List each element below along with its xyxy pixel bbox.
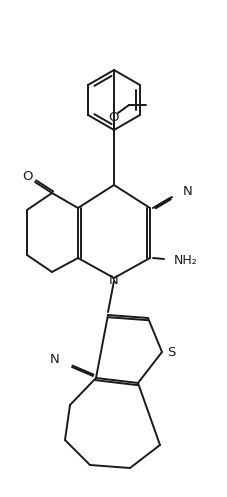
Text: N: N [109,273,118,286]
Text: N: N [50,352,60,365]
Text: N: N [182,184,192,197]
Text: S: S [166,345,174,358]
Text: O: O [108,110,119,123]
Text: O: O [23,169,33,182]
Text: NH₂: NH₂ [173,253,197,266]
